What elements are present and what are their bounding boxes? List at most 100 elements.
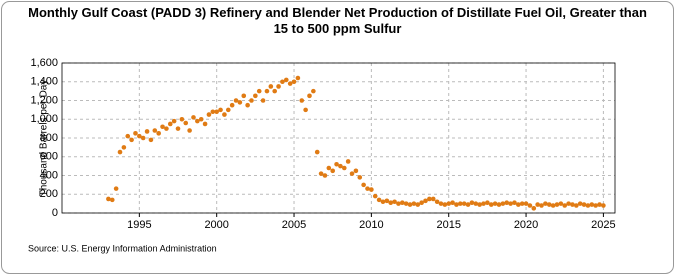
point	[183, 120, 189, 126]
point	[527, 203, 533, 208]
point	[500, 201, 506, 206]
point	[338, 163, 343, 169]
point	[148, 137, 154, 143]
point	[287, 81, 293, 86]
point	[427, 196, 432, 202]
x-tick-label: 2005	[282, 219, 306, 231]
point	[179, 116, 185, 122]
point	[260, 98, 266, 103]
point	[342, 165, 347, 171]
point	[577, 201, 583, 206]
point	[523, 201, 529, 206]
point	[372, 193, 378, 199]
y-tick-label: 1,000	[30, 113, 58, 125]
point	[299, 98, 305, 103]
point	[225, 107, 231, 113]
point	[330, 168, 335, 174]
point	[210, 109, 216, 115]
point	[276, 84, 281, 89]
point	[430, 196, 436, 202]
y-tick-label: 1,600	[30, 57, 58, 69]
point	[400, 200, 405, 205]
point	[198, 116, 204, 122]
point	[380, 199, 386, 205]
point	[318, 171, 324, 176]
point	[156, 131, 161, 136]
point	[195, 118, 200, 124]
point	[566, 201, 571, 206]
point	[601, 203, 606, 208]
point	[392, 199, 397, 205]
point	[349, 171, 355, 176]
chart-title: Monthly Gulf Coast (PADD 3) Refinery and…	[28, 5, 647, 36]
x-tick-label: 2015	[436, 219, 460, 231]
point	[438, 201, 444, 206]
point	[546, 202, 552, 207]
point	[485, 200, 490, 205]
point	[264, 88, 270, 94]
point	[253, 93, 258, 99]
x-tick-label: 1995	[127, 219, 151, 231]
y-tick-label: 200	[40, 188, 58, 200]
point	[280, 79, 285, 85]
point	[314, 149, 320, 155]
point	[256, 88, 262, 94]
point	[109, 197, 115, 203]
point	[218, 107, 223, 113]
point	[473, 201, 479, 206]
point	[268, 84, 274, 89]
y-axis-label: Thousand Barrels per Day	[39, 80, 50, 197]
point	[229, 102, 235, 108]
x-tick-label: 2000	[204, 219, 228, 231]
point	[121, 145, 127, 150]
x-tick-label: 2020	[514, 219, 538, 231]
point	[361, 182, 366, 188]
point	[469, 200, 475, 205]
point	[465, 202, 471, 207]
point	[191, 115, 196, 120]
point	[322, 173, 328, 178]
point	[454, 202, 459, 207]
point	[446, 201, 452, 206]
point	[415, 202, 421, 207]
x-tick-label: 2025	[591, 219, 615, 231]
point	[106, 196, 111, 202]
point	[241, 93, 247, 99]
point	[512, 200, 517, 205]
point	[133, 131, 138, 136]
y-tick-label: 0	[52, 207, 58, 219]
point	[206, 112, 212, 117]
point	[423, 198, 428, 204]
point	[152, 128, 158, 133]
point	[570, 202, 575, 207]
y-tick-label: 800	[40, 132, 58, 144]
point	[369, 187, 374, 192]
point	[519, 201, 525, 206]
point	[539, 203, 544, 208]
point	[303, 107, 308, 113]
point	[283, 77, 289, 83]
point	[597, 202, 602, 207]
point	[442, 202, 448, 207]
point	[593, 203, 598, 208]
point	[558, 201, 564, 206]
point	[550, 203, 556, 208]
y-tick-label: 1,200	[30, 94, 58, 106]
point	[589, 202, 595, 207]
point	[307, 93, 312, 99]
point	[164, 126, 169, 131]
point	[245, 102, 250, 108]
point	[554, 202, 560, 207]
point	[187, 128, 192, 133]
point	[233, 98, 239, 103]
point	[388, 200, 394, 205]
point	[508, 201, 513, 206]
y-tick-label: 400	[40, 169, 58, 181]
point	[167, 121, 173, 127]
point	[562, 203, 568, 208]
point	[411, 201, 417, 206]
point	[543, 201, 548, 206]
point	[376, 197, 382, 203]
point	[365, 186, 370, 191]
